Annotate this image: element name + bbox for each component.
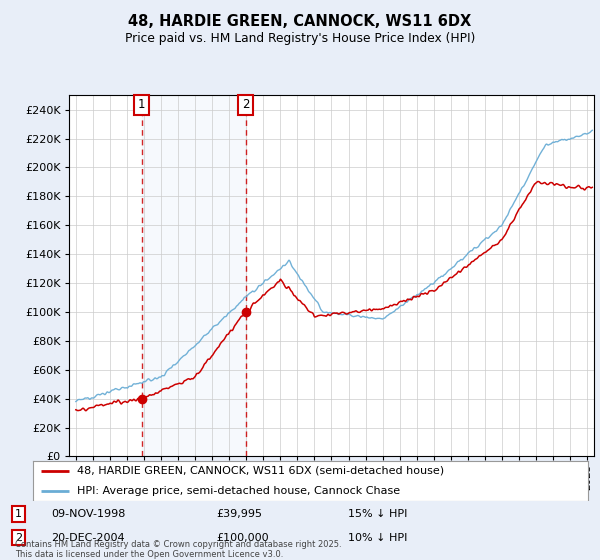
Text: 09-NOV-1998: 09-NOV-1998 <box>51 509 125 519</box>
Text: 10% ↓ HPI: 10% ↓ HPI <box>348 533 407 543</box>
Text: HPI: Average price, semi-detached house, Cannock Chase: HPI: Average price, semi-detached house,… <box>77 486 401 496</box>
Text: 1: 1 <box>15 509 22 519</box>
Text: Price paid vs. HM Land Registry's House Price Index (HPI): Price paid vs. HM Land Registry's House … <box>125 32 475 45</box>
Text: 1: 1 <box>138 98 145 111</box>
Text: 48, HARDIE GREEN, CANNOCK, WS11 6DX (semi-detached house): 48, HARDIE GREEN, CANNOCK, WS11 6DX (sem… <box>77 466 445 476</box>
Text: Contains HM Land Registry data © Crown copyright and database right 2025.
This d: Contains HM Land Registry data © Crown c… <box>15 540 341 559</box>
Text: 2: 2 <box>242 98 250 111</box>
Text: £39,995: £39,995 <box>216 509 262 519</box>
Text: 20-DEC-2004: 20-DEC-2004 <box>51 533 125 543</box>
Text: £100,000: £100,000 <box>216 533 269 543</box>
Text: 15% ↓ HPI: 15% ↓ HPI <box>348 509 407 519</box>
Text: 2: 2 <box>15 533 22 543</box>
Text: 48, HARDIE GREEN, CANNOCK, WS11 6DX: 48, HARDIE GREEN, CANNOCK, WS11 6DX <box>128 14 472 29</box>
Bar <box>142 95 246 456</box>
